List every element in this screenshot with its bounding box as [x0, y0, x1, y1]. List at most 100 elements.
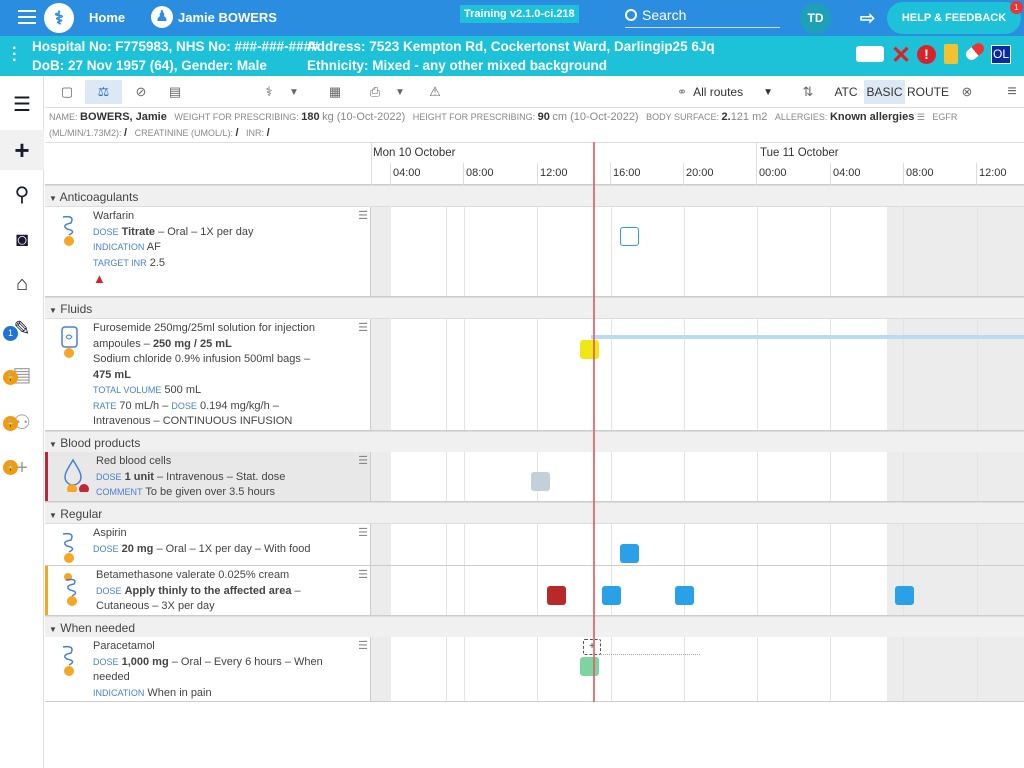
basic-button[interactable]: BASIC — [864, 80, 905, 104]
medication-details[interactable]: Red blood cells DOSE 1 unit – Intravenou… — [45, 452, 371, 501]
grid-line — [830, 452, 831, 501]
dose-slot-empty[interactable] — [620, 227, 639, 246]
atc-button[interactable]: ATC — [834, 85, 858, 99]
section-header-anticoagulants[interactable]: ▼ Anticoagulants — [45, 185, 1024, 207]
document-icon[interactable]: ▤ — [168, 84, 182, 99]
comment-label: COMMENT — [96, 487, 143, 497]
dropdown-caret-icon: ▼ — [763, 86, 773, 98]
more-vert-icon[interactable]: · · · — [12, 40, 18, 69]
medication-details[interactable]: Betamethasone valerate 0.025% cream DOSE… — [45, 566, 371, 615]
disabled-view-icon[interactable]: ⊘ — [135, 84, 147, 99]
app-logo[interactable]: ⚕ — [44, 3, 74, 33]
timeline-grid — [371, 207, 1024, 296]
night-shade — [887, 637, 1024, 701]
dose-label: DOSE — [96, 471, 122, 482]
row-menu-icon[interactable]: ☰ — [358, 527, 368, 539]
red-cross-icon[interactable]: ✕ — [891, 42, 912, 69]
add-prn-dose-button[interactable]: + — [583, 639, 601, 655]
administration-view-icon[interactable]: ⚖ — [85, 80, 122, 104]
grid-line — [830, 319, 831, 430]
dose-value: 1 unit — [124, 470, 154, 483]
medication-name: Aspirin — [93, 527, 127, 539]
list-icon[interactable]: ☰ — [13, 93, 31, 116]
medication-details[interactable]: Warfarin DOSE Titrate – Oral – 1X per da… — [45, 207, 371, 296]
home-care-icon[interactable]: ⌂ — [15, 272, 29, 295]
chart-view-icon[interactable]: ▢ — [60, 84, 74, 99]
grid-line — [903, 207, 904, 296]
warning-icon[interactable]: ⚠ — [429, 84, 441, 99]
dose-slot-pending[interactable] — [531, 472, 550, 491]
grid-line — [977, 319, 978, 430]
row-menu-icon[interactable]: ☰ — [358, 569, 368, 581]
capsule-icon[interactable] — [963, 40, 987, 63]
sort-icon[interactable]: ⇅ — [802, 84, 814, 99]
medication-row[interactable]: Furosemide 250mg/25ml solution for injec… — [45, 319, 1024, 431]
grid-line — [537, 524, 538, 565]
print-icon[interactable]: ⎙ — [369, 84, 381, 99]
section-header-regular[interactable]: ▼ Regular — [45, 502, 1024, 524]
grid-line — [446, 452, 447, 501]
row-menu-icon[interactable]: ☰ — [358, 322, 368, 334]
search-input[interactable]: Search — [625, 5, 780, 28]
medication-row[interactable]: Betamethasone valerate 0.025% cream DOSE… — [45, 566, 1024, 616]
infusion-start-marker[interactable] — [580, 340, 599, 359]
row-menu-icon[interactable]: ☰ — [358, 210, 368, 222]
dose-slot-scheduled[interactable] — [895, 586, 914, 605]
row-menu-icon[interactable]: ☰ — [358, 640, 368, 652]
camera-icon[interactable]: ◙ — [15, 228, 29, 251]
section-header-fluids[interactable]: ▼ Fluids — [45, 297, 1024, 319]
dose-slot-scheduled[interactable] — [675, 586, 694, 605]
inr-value: / — [266, 127, 270, 139]
night-shade — [887, 452, 1024, 501]
allergies-value[interactable]: Known allergies — [829, 111, 915, 123]
timeline-header: Mon 10 October Tue 11 October 04:00 08:0… — [45, 142, 1024, 186]
oral-medication-icon — [59, 213, 81, 247]
help-feedback-button[interactable]: HELP & FEEDBACK — [887, 2, 1021, 34]
grid-line — [977, 566, 978, 615]
version-badge: Training v2.1.0-ci.218 — [460, 5, 579, 23]
routes-select[interactable]: ⚭ All routes ▼ — [677, 85, 773, 99]
alert-icon[interactable]: ! — [917, 45, 936, 64]
calculator-icon[interactable]: ▦ — [328, 84, 342, 99]
left-sidebar: ☰ + ⚲ ◙ ⌂ ✎ 1 ▤ 🔒 ⚇ 🔒 + 🔒 — [0, 76, 44, 768]
medication-row[interactable]: Paracetamol DOSE 1,000 mg – Oral – Every… — [45, 637, 1024, 702]
home-link[interactable]: Home — [89, 10, 126, 25]
add-medication-icon[interactable]: ⚕ — [265, 84, 273, 99]
dropdown-caret-icon[interactable]: ▼ — [289, 86, 299, 98]
height-value: 90 — [537, 111, 550, 123]
warning-triangle-icon[interactable]: ▲ — [93, 271, 106, 286]
medication-details[interactable]: Furosemide 250mg/25ml solution for injec… — [45, 319, 371, 430]
day-label: Mon 10 October — [373, 147, 456, 159]
bed-icon[interactable] — [856, 46, 884, 62]
user-initials-avatar[interactable]: TD — [800, 3, 831, 34]
stethoscope-icon[interactable]: ⚲ — [14, 183, 30, 206]
dose-slot-missed[interactable] — [547, 586, 566, 605]
menu-icon[interactable]: ≡ — [1007, 83, 1017, 100]
row-menu-icon[interactable]: ☰ — [358, 455, 368, 467]
medication-bottle-icon[interactable] — [944, 44, 958, 64]
add-icon[interactable]: + — [0, 130, 44, 170]
route-button[interactable]: ROUTE — [907, 85, 949, 99]
dropdown-caret-icon[interactable]: ▼ — [395, 86, 405, 98]
section-header-blood-products[interactable]: ▼ Blood products — [45, 431, 1024, 453]
grid-line — [684, 207, 685, 296]
dose-slot-scheduled[interactable] — [620, 544, 639, 563]
timeline-grid — [371, 452, 1024, 501]
user-name[interactable]: Jamie BOWERS — [178, 10, 277, 25]
section-header-when-needed[interactable]: ▼ When needed — [45, 616, 1024, 638]
infusion-bar[interactable] — [591, 335, 1024, 339]
dose-slot-given[interactable] — [580, 657, 599, 676]
dose-slot-scheduled[interactable] — [602, 586, 621, 605]
medication-details[interactable]: Aspirin DOSE 20 mg – Oral – 1X per day –… — [45, 524, 371, 565]
medication-row[interactable]: Warfarin DOSE Titrate – Oral – 1X per da… — [45, 207, 1024, 297]
ol-badge[interactable]: OL — [991, 45, 1011, 64]
medication-row[interactable]: Aspirin DOSE 20 mg – Oral – 1X per day –… — [45, 524, 1024, 566]
logout-icon[interactable]: ⇨ — [860, 8, 876, 28]
medication-row[interactable]: Red blood cells DOSE 1 unit – Intravenou… — [45, 452, 1024, 502]
hamburger-menu-icon[interactable] — [18, 10, 36, 26]
lock-icon: 🔒 — [3, 460, 18, 475]
pills-icon[interactable]: ⊗ — [961, 84, 973, 99]
diluent-amount: 475 mL — [93, 368, 131, 381]
medication-details[interactable]: Paracetamol DOSE 1,000 mg – Oral – Every… — [45, 637, 371, 701]
allergies-menu-icon[interactable]: ☰ — [916, 112, 925, 122]
